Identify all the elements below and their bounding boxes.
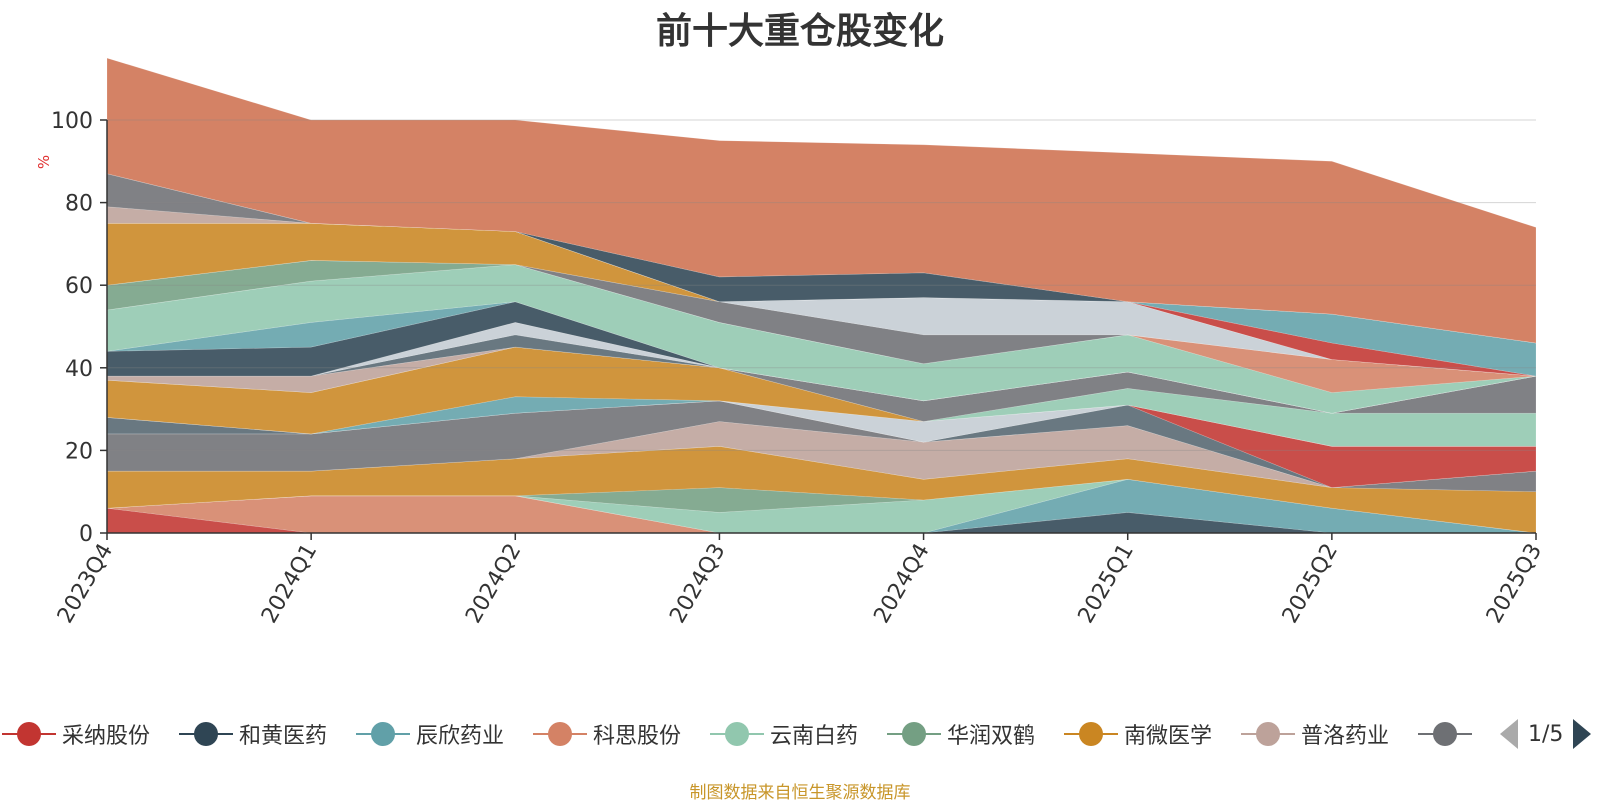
legend-item[interactable]: 云南白药 — [710, 716, 858, 752]
area-band-15 — [106, 346, 1537, 447]
legend-item[interactable]: 南微医学 — [1064, 716, 1212, 752]
legend-item[interactable]: 采纳股份 — [2, 716, 150, 752]
x-tick-label: 2024Q1 — [257, 540, 322, 628]
legend: 采纳股份 和黄医药 辰欣药业 科思股份 云南白药 华润双鹤 南微医学 普洛药业 … — [0, 716, 1480, 752]
source-note: 制图数据来自恒生聚源数据库 — [689, 783, 911, 803]
legend-label: 华润双鹤 — [947, 724, 1036, 749]
legend-label: 辰欣药业 — [416, 724, 505, 749]
legend-marker-icon — [179, 721, 233, 747]
stacked-areas — [106, 57, 1537, 534]
legend-label: 和黄医药 — [239, 724, 328, 749]
legend-item[interactable]: 辰欣药业 — [356, 716, 504, 752]
legend-marker-icon — [1064, 721, 1118, 747]
legend-label: 科思股份 — [593, 724, 682, 749]
pager-prev-arrow-icon[interactable] — [1500, 719, 1518, 749]
legend-pager: 1/5 — [1500, 716, 1592, 752]
legend-label: 云南白药 — [770, 724, 859, 749]
legend-item[interactable]: 和黄医药 — [179, 716, 327, 752]
y-tick-label: 80 — [65, 192, 93, 217]
y-tick-label: 0 — [79, 522, 93, 547]
legend-label: 采纳股份 — [62, 724, 151, 749]
legend-marker-icon — [710, 721, 764, 747]
x-tick-label: 2024Q4 — [869, 540, 934, 628]
area-band-22 — [106, 264, 1537, 414]
area-band-33 — [106, 57, 1537, 344]
legend-label: 南微医学 — [1124, 724, 1213, 749]
legend-marker-icon — [2, 721, 56, 747]
area-band-29 — [107, 223, 1537, 377]
x-tick-label: 2025Q2 — [1278, 540, 1343, 628]
y-tick-label: 40 — [65, 357, 93, 382]
legend-item[interactable]: 科思股份 — [533, 716, 681, 752]
legend-label: 普洛药业 — [1301, 724, 1390, 749]
x-tick-label: 2024Q3 — [665, 540, 730, 628]
pager-label: 1/5 — [1528, 721, 1564, 747]
x-tick-label: 2024Q2 — [461, 540, 526, 628]
y-tick-label: 60 — [65, 274, 93, 299]
x-tick-label: 2025Q1 — [1074, 540, 1139, 628]
y-axis-label: % — [35, 155, 53, 169]
y-tick-label: 100 — [51, 109, 93, 134]
area-band-12 — [106, 400, 1536, 447]
legend-item[interactable]: 普洛药业 — [1241, 716, 1389, 752]
legend-marker-icon — [887, 721, 941, 747]
legend-label: … — [1478, 722, 1480, 747]
area-band-2 — [106, 495, 1536, 534]
legend-marker-icon — [1418, 721, 1472, 747]
legend-item[interactable]: 华润双鹤 — [887, 716, 1035, 752]
chart-title: 前十大重仓股变化 — [655, 11, 944, 52]
legend-marker-icon — [356, 721, 410, 747]
x-tick-label: 2025Q3 — [1482, 540, 1547, 628]
x-tick-label: 2023Q4 — [53, 540, 118, 628]
y-tick-label: 20 — [65, 439, 93, 464]
area-band-13 — [106, 396, 1536, 447]
legend-marker-icon — [533, 721, 587, 747]
legend-marker-icon — [1241, 721, 1295, 747]
legend-item[interactable]: … — [1418, 716, 1480, 752]
pager-next-arrow-icon[interactable] — [1573, 719, 1592, 749]
